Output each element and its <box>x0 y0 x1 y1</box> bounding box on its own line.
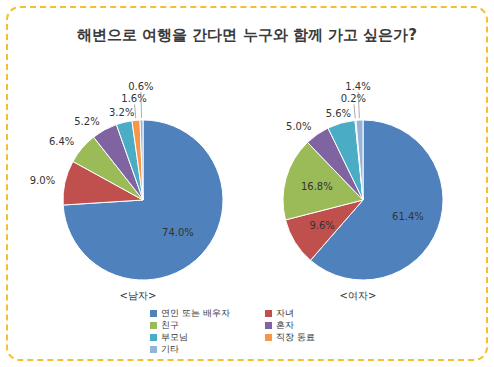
html-text:<남자>: <남자> <box>119 290 157 301</box>
svg-text:0.6%: 0.6% <box>128 81 153 92</box>
svg-text:74.0%: 74.0% <box>162 227 194 238</box>
svg-text:6.4%: 6.4% <box>49 136 74 147</box>
html-text:친구: 친구 <box>161 320 179 330</box>
svg-text:5.6%: 5.6% <box>326 108 351 119</box>
html-text:혼자: 혼자 <box>276 320 294 330</box>
svg-text:1.6%: 1.6% <box>121 93 146 104</box>
svg-text:1.4%: 1.4% <box>345 81 370 92</box>
html-text:연인 또는 배우자: 연인 또는 배우자 <box>161 308 230 318</box>
html-text:해변으로 여행을 간다면 누구와 함께 가고 싶은가?: 해변으로 여행을 간다면 누구와 함께 가고 싶은가? <box>77 26 417 44</box>
svg-text:0.2%: 0.2% <box>341 93 366 104</box>
svg-text:5.2%: 5.2% <box>74 116 99 127</box>
svg-text:9.6%: 9.6% <box>309 220 334 231</box>
svg-text:9.0%: 9.0% <box>30 175 55 186</box>
html-text:자녀: 자녀 <box>276 308 294 318</box>
html-text:부모님: 부모님 <box>161 332 188 342</box>
svg-text:3.2%: 3.2% <box>109 107 134 118</box>
html-text:<여자>: <여자> <box>339 290 377 301</box>
html-text:직장 동료: 직장 동료 <box>276 332 315 342</box>
svg-text:61.4%: 61.4% <box>392 211 424 222</box>
svg-text:5.0%: 5.0% <box>286 121 311 132</box>
svg-text:16.8%: 16.8% <box>301 181 333 192</box>
html-text:기타: 기타 <box>161 344 179 354</box>
